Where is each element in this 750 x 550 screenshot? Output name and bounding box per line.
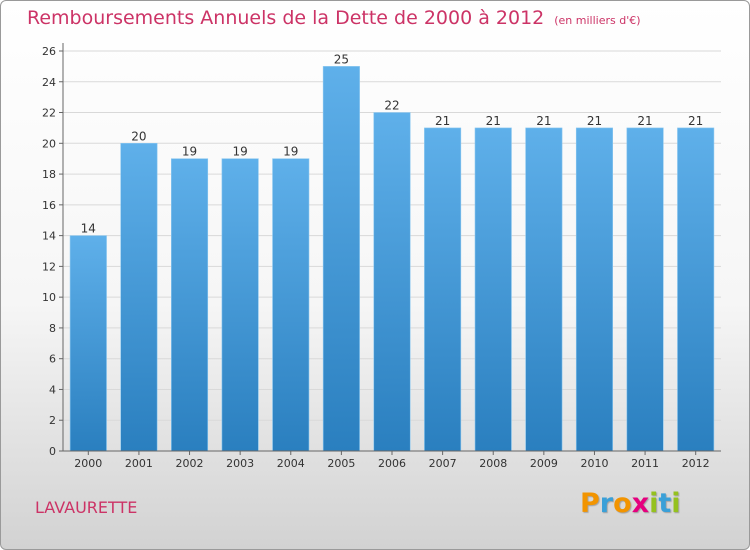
bar-2012 bbox=[677, 127, 715, 452]
x-tick-label-2008: 2008 bbox=[479, 457, 507, 470]
bar-2009 bbox=[525, 127, 563, 452]
bar-2005 bbox=[322, 66, 360, 452]
x-tick-label-2011: 2011 bbox=[631, 457, 659, 470]
x-tick-label-2004: 2004 bbox=[277, 457, 305, 470]
data-label-2002: 19 bbox=[182, 145, 197, 159]
data-label-2000: 14 bbox=[81, 222, 96, 236]
chart-subtitle: (en milliers d'€) bbox=[554, 14, 641, 27]
proxiti-logo: Proxiti bbox=[580, 488, 681, 519]
data-label-2006: 22 bbox=[384, 99, 399, 113]
bar-2008 bbox=[474, 127, 512, 452]
bar-2004 bbox=[272, 158, 310, 452]
y-tick-label: 14 bbox=[42, 230, 56, 243]
x-tick-label-2001: 2001 bbox=[125, 457, 153, 470]
x-tick-label-2000: 2000 bbox=[74, 457, 102, 470]
bar-2011 bbox=[626, 127, 664, 452]
data-label-2007: 21 bbox=[435, 114, 450, 128]
y-tick-label: 24 bbox=[42, 76, 56, 89]
data-label-2003: 19 bbox=[233, 145, 248, 159]
data-label-2012: 21 bbox=[688, 114, 703, 128]
axes bbox=[59, 43, 721, 455]
chart-title: Remboursements Annuels de la Dette de 20… bbox=[27, 7, 641, 29]
x-tick-label-2007: 2007 bbox=[429, 457, 457, 470]
y-tick-label: 8 bbox=[49, 322, 56, 335]
data-labels: 14 20 19 19 19 25 22 21 21 21 21 21 21 bbox=[81, 52, 704, 235]
place-name: LAVAURETTE bbox=[35, 498, 138, 517]
data-label-2008: 21 bbox=[486, 114, 501, 128]
data-label-2009: 21 bbox=[536, 114, 551, 128]
bar-2001 bbox=[120, 143, 158, 452]
bar-2006 bbox=[373, 112, 411, 452]
bar-2002 bbox=[171, 158, 209, 452]
bar-2003 bbox=[221, 158, 259, 452]
logo-letter: i bbox=[671, 488, 681, 519]
data-label-2001: 20 bbox=[131, 129, 146, 143]
data-label-2011: 21 bbox=[637, 114, 652, 128]
x-tick-label-2009: 2009 bbox=[530, 457, 558, 470]
x-tick-label-2012: 2012 bbox=[682, 457, 710, 470]
bar-2010 bbox=[575, 127, 613, 452]
bars bbox=[69, 66, 715, 452]
data-label-2004: 19 bbox=[283, 145, 298, 159]
y-tick-label: 22 bbox=[42, 107, 56, 120]
x-tick-label-2003: 2003 bbox=[226, 457, 254, 470]
y-tick-label: 18 bbox=[42, 168, 56, 181]
data-label-2010: 21 bbox=[587, 114, 602, 128]
x-tick-label-2005: 2005 bbox=[327, 457, 355, 470]
logo-letter: i bbox=[649, 488, 659, 519]
logo-letter: o bbox=[613, 488, 632, 519]
logo-letter: t bbox=[658, 488, 672, 519]
y-tick-label: 20 bbox=[42, 137, 56, 150]
y-tick-label: 16 bbox=[42, 199, 56, 212]
x-tick-label-2006: 2006 bbox=[378, 457, 406, 470]
x-tick-label-2002: 2002 bbox=[176, 457, 204, 470]
y-tick-label: 0 bbox=[49, 445, 56, 458]
y-tick-label: 26 bbox=[42, 45, 56, 58]
y-tick-label: 2 bbox=[49, 414, 56, 427]
logo-letter: r bbox=[599, 488, 614, 519]
y-tick-label: 6 bbox=[49, 353, 56, 366]
logo-letter: x bbox=[631, 488, 650, 519]
data-label-2005: 25 bbox=[334, 52, 349, 66]
y-tick-label: 4 bbox=[49, 383, 56, 396]
logo-letter: P bbox=[580, 488, 600, 519]
y-tick-label: 10 bbox=[42, 291, 56, 304]
bar-2000 bbox=[69, 235, 107, 452]
y-tick-label: 12 bbox=[42, 260, 56, 273]
x-tick-label-2010: 2010 bbox=[580, 457, 608, 470]
bar-2007 bbox=[424, 127, 462, 452]
x-tick-labels: 2000 2001 2002 2003 2004 2005 2006 2007 2008 2009… bbox=[74, 457, 709, 470]
chart-title-text: Remboursements Annuels de la Dette de 20… bbox=[27, 7, 545, 29]
